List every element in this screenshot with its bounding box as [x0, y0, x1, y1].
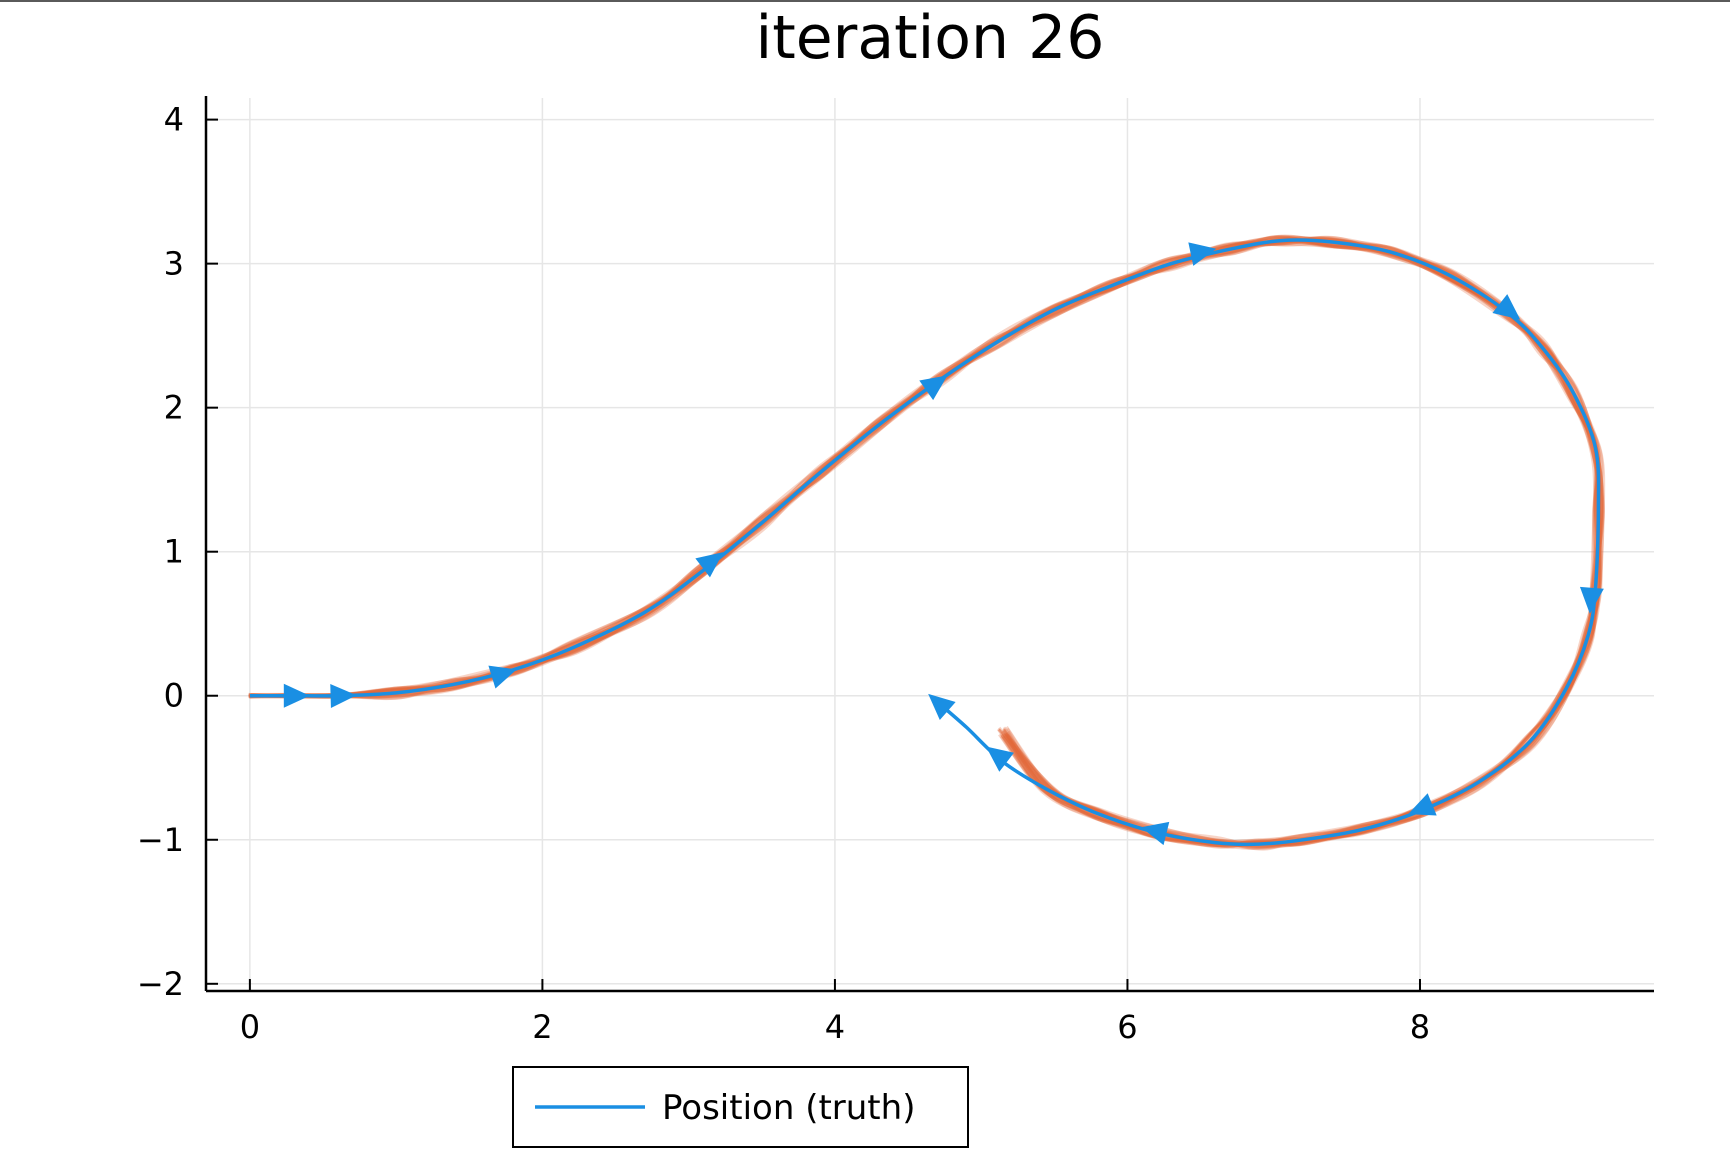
- estimate-track-15: [248, 238, 1603, 844]
- truth-series: [249, 238, 1601, 847]
- x-tick-label-4: 8: [1410, 1008, 1430, 1046]
- y-tick-label-0: −2: [137, 965, 184, 1003]
- arrow-marker-7: [1579, 586, 1604, 614]
- estimate-track-18: [249, 235, 1602, 851]
- x-tick-label-2: 4: [825, 1008, 845, 1046]
- estimate-track-10: [250, 235, 1600, 846]
- estimate-track-20: [249, 236, 1604, 846]
- estimate-track-27: [250, 238, 1602, 848]
- legend: Position (truth): [512, 1066, 969, 1148]
- grid-lines: [206, 98, 1654, 991]
- chart-title: iteration 26: [756, 3, 1105, 73]
- estimate-track-22: [249, 238, 1604, 846]
- estimate-track-26: [250, 235, 1602, 847]
- estimate-track-12: [248, 235, 1605, 848]
- estimate-track-25: [250, 239, 1601, 847]
- x-tick-label-1: 2: [532, 1008, 552, 1046]
- arrow-marker-3: [695, 552, 724, 578]
- estimate-track-19: [249, 239, 1604, 848]
- ensemble-estimates: [248, 234, 1606, 851]
- axes: [204, 96, 1654, 993]
- arrow-marker-10: [986, 746, 1014, 772]
- arrow-marker-1: [330, 683, 357, 708]
- y-tick-label-6: 4: [164, 101, 184, 139]
- y-tick-label-4: 2: [164, 389, 184, 427]
- estimate-track-1: [249, 241, 1601, 849]
- direction-arrows: [283, 242, 1604, 846]
- x-axis-ticks: 0 2 4 6 8: [240, 979, 1430, 1046]
- legend-label-truth: Position (truth): [662, 1088, 915, 1128]
- y-axis-ticks: −2 −1 0 1 2 3 4: [137, 101, 218, 1003]
- truth-line: [249, 238, 1601, 847]
- estimate-track-2: [250, 238, 1604, 850]
- estimate-track-23: [248, 241, 1602, 845]
- estimate-track-4: [250, 234, 1604, 845]
- estimate-track-0: [249, 237, 1601, 850]
- arrow-marker-8: [1408, 793, 1437, 816]
- arrow-marker-6: [1492, 294, 1521, 320]
- arrow-marker-2: [488, 665, 517, 689]
- estimate-track-3: [249, 237, 1602, 848]
- arrow-marker-11: [928, 693, 956, 721]
- x-tick-label-0: 0: [240, 1008, 260, 1046]
- y-tick-label-1: −1: [137, 821, 184, 859]
- estimate-track-17: [251, 237, 1601, 847]
- estimate-track-9: [248, 238, 1603, 845]
- x-tick-label-3: 6: [1117, 1008, 1137, 1046]
- estimate-track-13: [248, 236, 1600, 849]
- y-tick-label-2: 0: [164, 677, 184, 715]
- estimate-track-24: [248, 235, 1606, 846]
- estimate-track-16: [249, 236, 1602, 846]
- estimate-track-5: [248, 235, 1600, 848]
- top-border: [0, 0, 1730, 2]
- estimate-track-14: [248, 236, 1604, 848]
- estimate-track-8: [249, 239, 1605, 847]
- estimate-track-7: [251, 237, 1601, 848]
- arrow-marker-0: [283, 683, 310, 708]
- y-tick-label-5: 3: [164, 245, 184, 283]
- arrow-marker-9: [1141, 821, 1170, 846]
- estimate-track-6: [251, 239, 1601, 850]
- arrow-marker-4: [919, 375, 948, 401]
- estimate-track-21: [251, 235, 1603, 849]
- arrow-marker-5: [1188, 242, 1217, 266]
- y-tick-label-3: 1: [164, 533, 184, 571]
- estimate-track-11: [248, 237, 1599, 848]
